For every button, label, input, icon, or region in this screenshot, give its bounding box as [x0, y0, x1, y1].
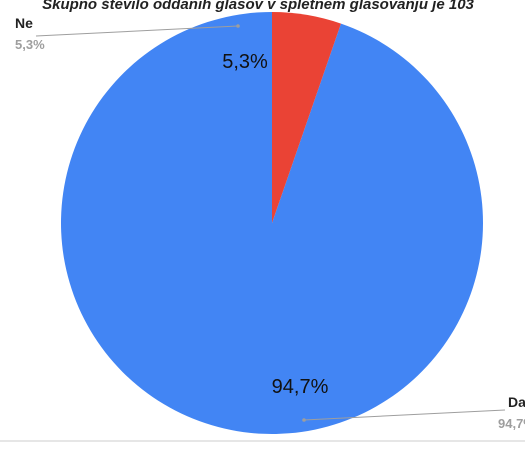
leader-dot-ne — [236, 24, 240, 28]
pie-slice-ne — [272, 12, 341, 223]
leader-line-ne — [35, 25, 239, 37]
pie-slice-da — [61, 12, 484, 435]
callout-pct-ne: 5,3% — [15, 37, 45, 52]
callout-name-ne: Ne — [15, 15, 33, 31]
slice-label-da: 94,7% — [272, 376, 329, 398]
leader-dot-da — [302, 418, 306, 422]
slice-label-ne: 5,3% — [222, 51, 268, 73]
slice-callouts: Da 94,7% Ne 5,3% — [15, 15, 525, 431]
slice-labels: 94,7% 5,3% — [222, 51, 328, 398]
callout-pct-da: 94,7% — [498, 416, 525, 431]
callout-name-da: Da — [508, 394, 525, 410]
chart-title: Skupno število oddanih glasov v spletnem… — [42, 0, 474, 13]
pie-slices — [61, 12, 484, 435]
leader-line-da — [303, 409, 506, 421]
